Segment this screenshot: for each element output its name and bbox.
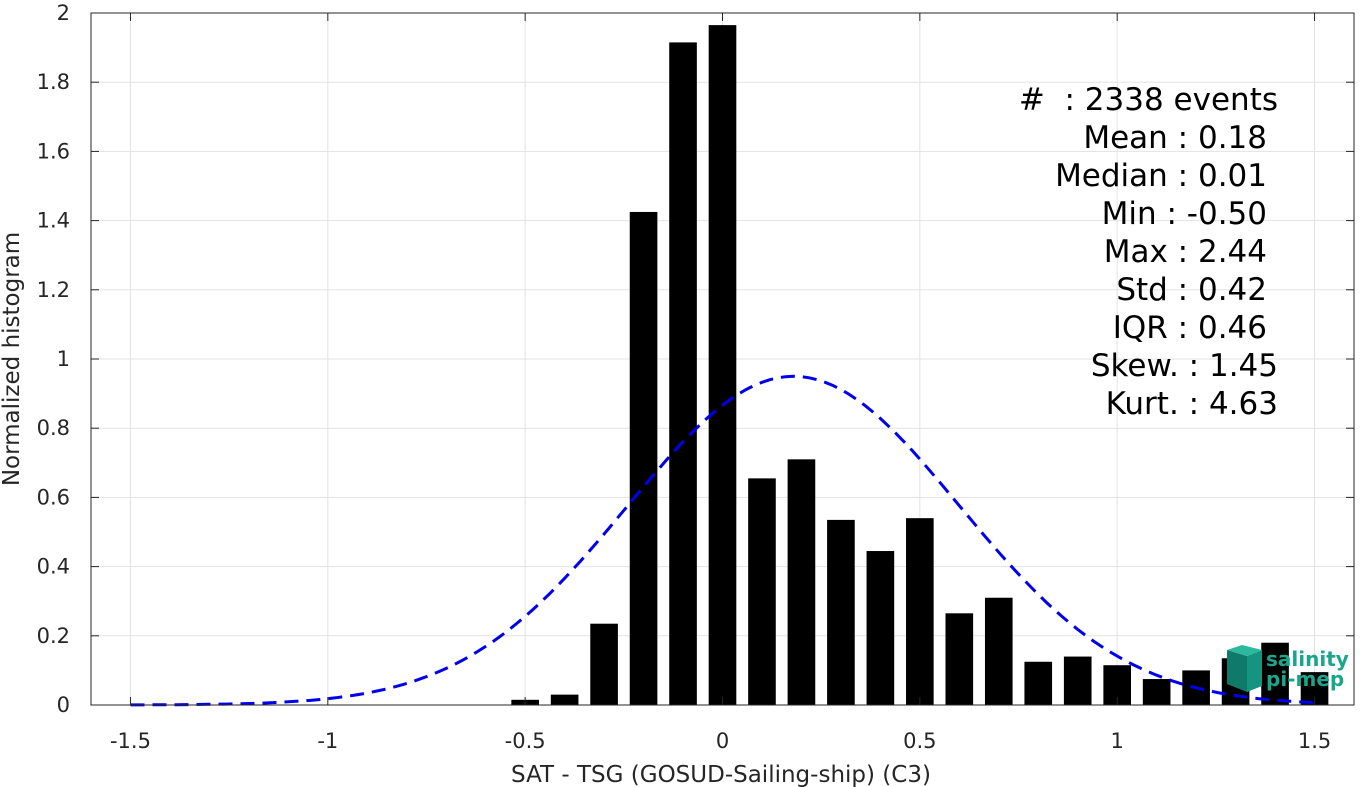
x-tick-labels: -1.5 -1 -0.5 0 0.5 1 1.5 — [110, 729, 1331, 753]
stats-line: Skew. : 1.45 — [1091, 348, 1278, 384]
y-tick-label: 0.8 — [37, 416, 70, 440]
y-tick-label: 0.6 — [37, 485, 70, 509]
x-tick-label: 0.5 — [903, 729, 936, 753]
y-tick-label: 0 — [57, 693, 70, 717]
stats-line: Mean : 0.18 — [1083, 120, 1267, 156]
x-tick-label: 1 — [1111, 729, 1124, 753]
stats-line: IQR : 0.46 — [1113, 310, 1267, 346]
salinity-pimep-logo: salinity pi-mep — [1227, 645, 1349, 692]
y-tick-label: 2 — [57, 1, 70, 25]
logo-line-2: pi-mep — [1266, 667, 1344, 691]
stats-line: Kurt. : 4.63 — [1106, 386, 1278, 422]
y-tick-labels: 0 0.2 0.4 0.6 0.8 1 1.2 1.4 1.6 1.8 2 — [37, 1, 70, 717]
histogram-bar — [906, 518, 934, 705]
gaussian-fit-curve — [130, 374, 1315, 707]
axis-ticks — [91, 12, 1354, 706]
y-tick-label: 1.4 — [37, 209, 70, 233]
stats-line: Max : 2.44 — [1104, 234, 1267, 270]
bars — [511, 25, 1329, 706]
y-axis-title: Normalized histogram — [0, 232, 25, 486]
histogram-bar — [827, 519, 855, 705]
stats-line: # : 2338 events — [1019, 82, 1278, 118]
cube-logo-icon — [1227, 645, 1262, 692]
histogram-bar — [866, 551, 895, 705]
stats-line: Min : -0.50 — [1102, 196, 1267, 232]
histogram-bar — [945, 613, 974, 705]
logo-line-1: salinity — [1266, 647, 1349, 671]
histogram-bar — [1142, 679, 1171, 705]
y-tick-label: 1 — [57, 347, 70, 371]
y-tick-label: 1.2 — [37, 278, 70, 302]
x-tick-label: 0 — [716, 729, 729, 753]
y-tick-label: 0.2 — [37, 624, 70, 648]
histogram-bar — [590, 623, 618, 705]
x-tick-label: -0.5 — [505, 729, 546, 753]
y-tick-label: 1.8 — [37, 70, 70, 94]
histogram-bar — [1024, 661, 1053, 705]
x-tick-label: 1.5 — [1298, 729, 1331, 753]
histogram-bar — [1261, 642, 1289, 705]
y-tick-label: 1.6 — [37, 139, 70, 163]
histogram-bar — [669, 42, 697, 706]
x-tick-label: -1.5 — [110, 729, 151, 753]
x-axis-title: SAT - TSG (GOSUD-Sailing-ship) (C3) — [511, 762, 931, 787]
histogram-bar — [708, 25, 737, 706]
y-tick-label: 0.4 — [37, 555, 70, 579]
histogram-bar — [629, 211, 658, 705]
x-tick-label: -1 — [317, 729, 338, 753]
stats-line: Std : 0.42 — [1116, 272, 1267, 308]
histogram-bar — [550, 694, 579, 705]
histogram-bar — [984, 597, 1013, 705]
histogram-bar — [1063, 656, 1092, 705]
stats-line: Median : 0.01 — [1055, 158, 1267, 194]
histogram-bar — [787, 459, 816, 705]
histogram-bar — [748, 478, 776, 705]
